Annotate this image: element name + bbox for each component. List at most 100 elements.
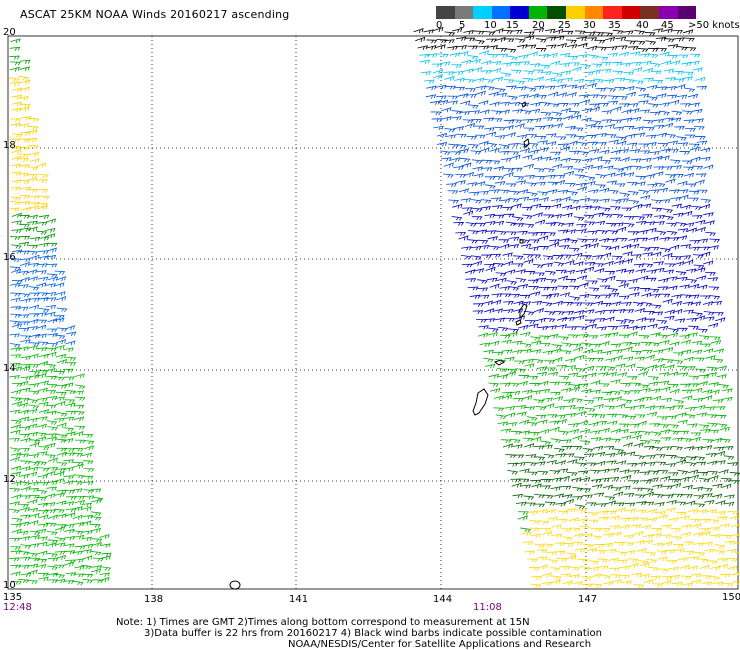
- wind-barb: [633, 263, 645, 268]
- wind-barb: [449, 52, 461, 58]
- wind-barb: [443, 162, 454, 168]
- wind-barb: [571, 302, 583, 307]
- wind-barb: [657, 187, 669, 193]
- wind-barb: [594, 414, 606, 419]
- wind-barb: [46, 531, 58, 536]
- wind-barb: [83, 489, 95, 494]
- wind-barb: [649, 293, 661, 298]
- legend-label: 20: [532, 20, 545, 31]
- wind-barb: [671, 110, 683, 116]
- wind-barb: [538, 286, 550, 291]
- northern-island-3: [519, 239, 524, 244]
- wind-barb: [653, 118, 665, 124]
- wind-barb: [46, 542, 57, 548]
- wind-barb: [9, 488, 21, 493]
- wind-barb: [20, 572, 32, 578]
- wind-barb: [99, 534, 110, 540]
- wind-barb: [605, 500, 616, 506]
- wind-barb: [652, 542, 664, 547]
- wind-barb: [675, 222, 687, 227]
- wind-barb: [439, 61, 451, 66]
- wind-barb: [552, 255, 564, 259]
- wind-barb: [562, 166, 574, 171]
- wind-barb: [597, 558, 609, 563]
- wind-barb: [669, 99, 680, 105]
- wind-barb: [680, 383, 692, 388]
- lat-label-12: 12: [3, 474, 16, 485]
- wind-barb: [36, 333, 47, 339]
- wind-barb: [478, 325, 489, 330]
- wind-barb: [10, 546, 22, 550]
- wind-barb: [9, 508, 20, 514]
- wind-barb: [694, 136, 706, 140]
- wind-barb: [488, 91, 499, 97]
- wind-barb: [529, 383, 541, 387]
- wind-barb: [441, 157, 452, 162]
- wind-barb: [613, 168, 625, 173]
- wind-barb: [501, 391, 513, 396]
- map-title: ASCAT 25KM NOAA Winds 20160217 ascending: [20, 8, 290, 21]
- wind-barb: [571, 114, 582, 120]
- wind-barb: [565, 365, 577, 370]
- wind-barb: [572, 127, 584, 132]
- wind-barb: [491, 299, 502, 305]
- wind-barb: [29, 535, 40, 540]
- wind-barb: [542, 543, 554, 548]
- wind-barb: [444, 128, 456, 133]
- wind-barb: [718, 469, 729, 475]
- wind-barb: [448, 199, 460, 204]
- wind-barb: [618, 51, 630, 57]
- wind-barb: [607, 326, 619, 330]
- wind-barb: [551, 348, 562, 354]
- wind-barb: [64, 543, 75, 548]
- wind-barb: [597, 230, 608, 235]
- wind-barb: [601, 119, 613, 124]
- wind-barb: [506, 280, 518, 285]
- wind-barb: [499, 286, 511, 291]
- wind-barb: [495, 272, 507, 277]
- wind-barb: [456, 144, 467, 149]
- wind-barb: [690, 301, 702, 307]
- wind-barb: [668, 566, 679, 572]
- wind-barb: [567, 239, 578, 244]
- wind-barb: [694, 552, 706, 557]
- wind-barb: [621, 165, 632, 171]
- wind-barb: [642, 67, 654, 73]
- wind-barb: [29, 374, 40, 380]
- wind-barb: [491, 118, 503, 123]
- wind-barb: [36, 162, 47, 168]
- wind-barb: [567, 334, 579, 339]
- wind-barb: [658, 424, 670, 429]
- wind-barb: [570, 158, 582, 163]
- wind-barb: [651, 199, 662, 204]
- wind-barb: [11, 179, 22, 184]
- wind-barb: [703, 260, 714, 266]
- wind-barb: [615, 363, 626, 369]
- wind-barb: [547, 181, 559, 186]
- wind-barb: [510, 430, 522, 435]
- wind-barb: [608, 139, 620, 145]
- wind-barb: [18, 551, 30, 556]
- wind-barb: [9, 375, 20, 380]
- wind-barb: [429, 100, 441, 105]
- wind-barb: [690, 436, 701, 442]
- wind-barb: [18, 346, 29, 352]
- wind-barb: [464, 37, 476, 42]
- wind-barb: [541, 295, 553, 299]
- wind-barb: [474, 134, 486, 139]
- wind-barb: [711, 493, 723, 499]
- wind-barb: [660, 247, 671, 253]
- wind-barb: [641, 349, 653, 354]
- wind-barb: [493, 220, 505, 226]
- wind-barb: [649, 111, 661, 116]
- wind-barb: [644, 461, 656, 467]
- wind-barb: [649, 342, 660, 347]
- wind-barb: [584, 221, 596, 226]
- wind-barb: [554, 542, 566, 547]
- wind-barb: [662, 485, 673, 490]
- wind-barb: [673, 78, 685, 83]
- wind-barb: [44, 502, 56, 507]
- wind-barb: [90, 516, 102, 521]
- wind-barb: [715, 460, 726, 465]
- wind-barb: [654, 502, 665, 507]
